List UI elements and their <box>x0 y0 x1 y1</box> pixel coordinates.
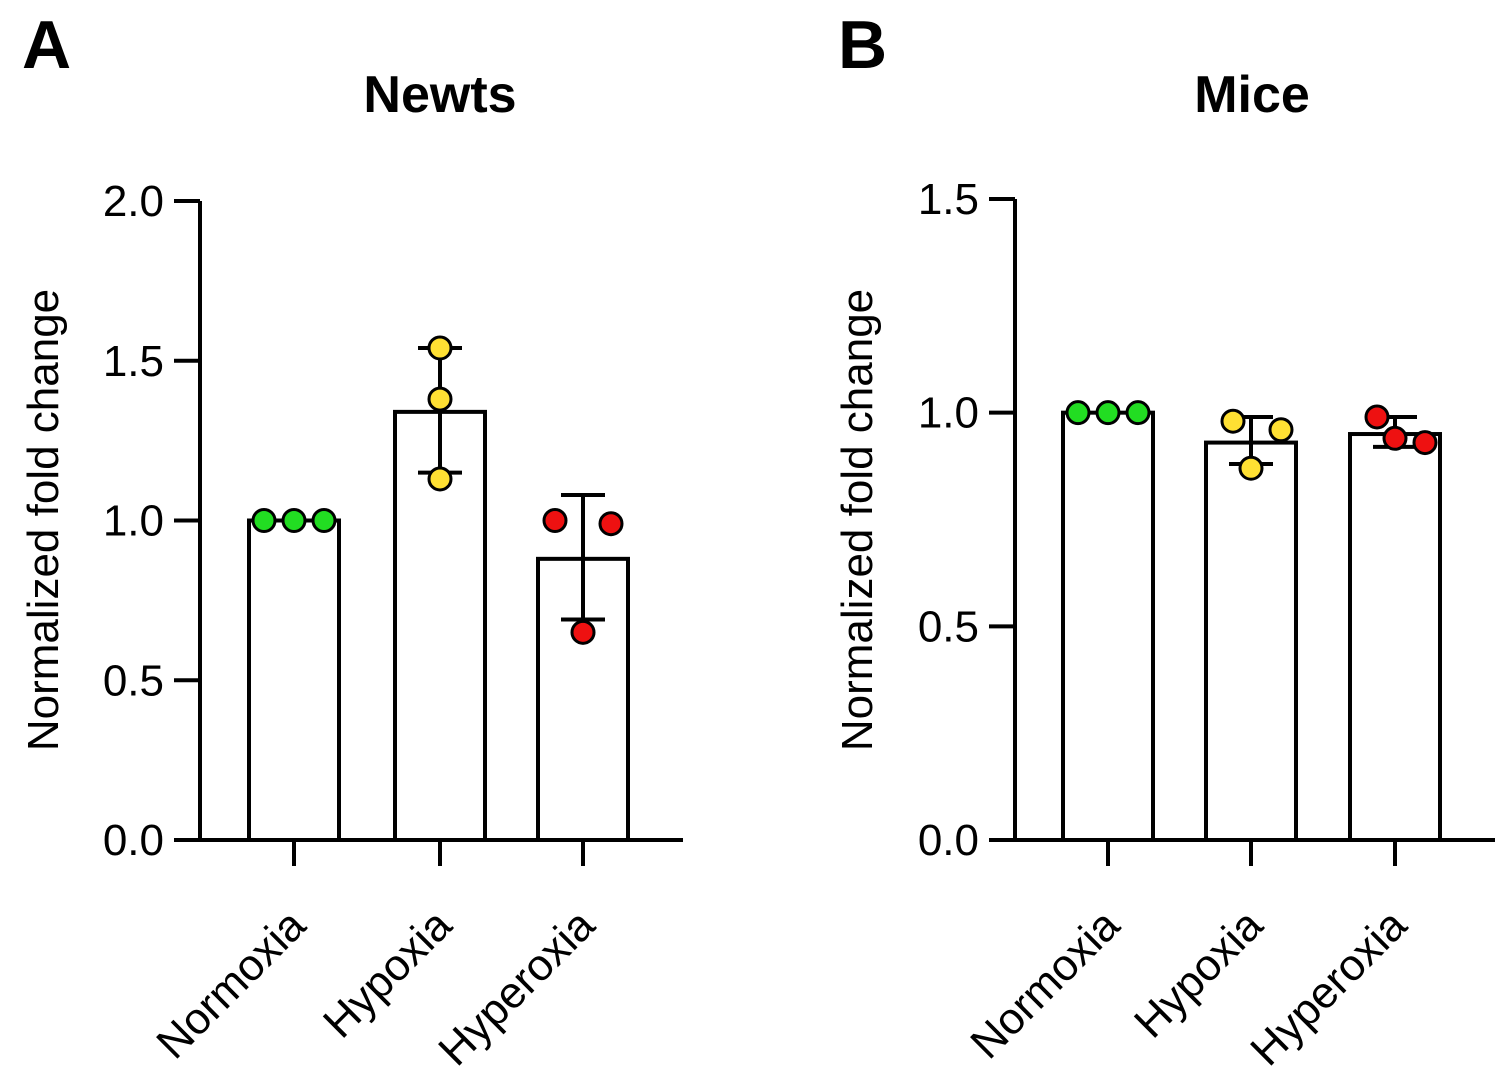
panel-a-letter: A <box>22 7 71 83</box>
panel-a-point-hyperoxia <box>570 619 596 645</box>
panel-a-y-tick-label: 0.0 <box>103 816 164 865</box>
panel-a-point-hypoxia <box>427 466 453 492</box>
panel-a-y-tick-label: 0.5 <box>103 656 164 705</box>
panel-a-y-tick-label: 1.5 <box>103 337 164 386</box>
panel-a-point-normoxia <box>251 508 277 533</box>
panel-a-point-hyperoxia <box>598 511 624 537</box>
panel-a-category-label: Hypoxia <box>314 900 461 1047</box>
panel-b-point-hyperoxia <box>1412 430 1438 456</box>
panel-a-point-hypoxia <box>427 335 453 361</box>
panel-a-bar-normoxia <box>247 518 341 842</box>
panel-a-y-tick-label: 1.0 <box>103 497 164 546</box>
panel-a-category-label: Normoxia <box>147 900 315 1068</box>
panel-b-point-normoxia <box>1065 400 1091 426</box>
panel-b-point-hyperoxia <box>1382 425 1408 451</box>
panel-a-point-normoxia <box>311 508 337 533</box>
panel-b-bar-normoxia <box>1061 410 1155 842</box>
panel-b-point-hypoxia <box>1268 417 1294 443</box>
panel-a-category-label: Hyperoxia <box>429 900 604 1075</box>
panel-b-y-tick-label: 0.5 <box>918 602 979 651</box>
panel-b-point-hypoxia <box>1238 455 1264 481</box>
panel-b-letter: B <box>838 7 887 83</box>
panel-b-y-tick-label: 1.0 <box>918 389 979 438</box>
panel-b-y-tick-label: 0.0 <box>918 816 979 865</box>
panel-a-y-axis-label: Normalized fold change <box>19 289 68 751</box>
panel-b-bar-hypoxia <box>1204 440 1298 842</box>
panel-b-point-normoxia <box>1125 400 1151 426</box>
panel-b-point-normoxia <box>1095 400 1121 426</box>
panel-a-title: Newts <box>363 66 516 124</box>
panel-b-category-label: Hypoxia <box>1125 900 1272 1047</box>
panel-b-category-label: Hyperoxia <box>1241 900 1416 1075</box>
panel-a-point-hyperoxia <box>542 508 568 533</box>
panel-b-y-axis-label: Normalized fold change <box>833 289 882 751</box>
panel-a-point-hypoxia <box>427 386 453 412</box>
panel-b-point-hyperoxia <box>1364 404 1390 430</box>
panel-a-y-tick-label: 2.0 <box>103 177 164 226</box>
panel-b-y-tick-label: 1.5 <box>918 175 979 224</box>
panel-b-category-label: Normoxia <box>961 900 1129 1068</box>
panel-a-point-normoxia <box>281 508 307 533</box>
panel-b-bar-hyperoxia <box>1348 432 1442 842</box>
panel-b-title: Mice <box>1194 66 1310 124</box>
panel-b-point-hypoxia <box>1220 408 1246 434</box>
